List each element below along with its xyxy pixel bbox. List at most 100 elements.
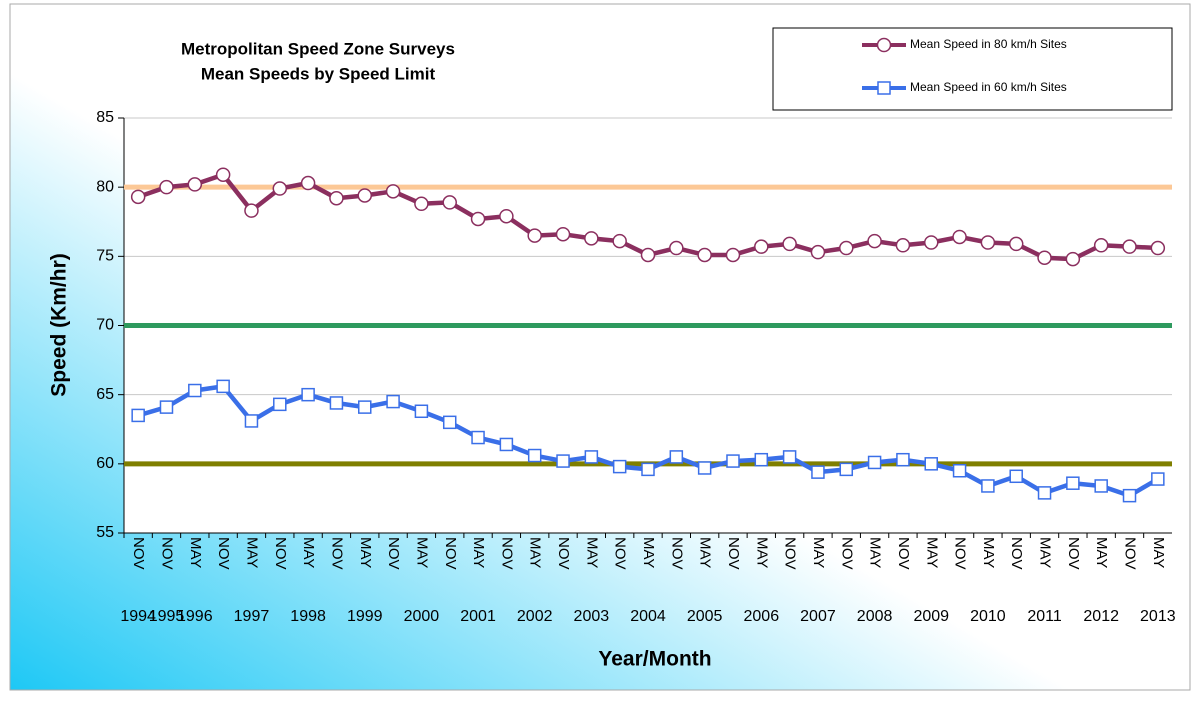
marker xyxy=(131,408,145,423)
x-tick-label: MAY xyxy=(923,537,940,568)
y-tick-label: 55 xyxy=(96,524,114,541)
marker xyxy=(358,400,372,414)
x-tick-label: NOV xyxy=(130,537,147,570)
x-tick-label: NOV xyxy=(668,537,685,570)
marker xyxy=(980,235,996,250)
marker xyxy=(810,244,826,260)
marker xyxy=(1122,239,1137,254)
marker xyxy=(640,247,656,263)
marker xyxy=(1009,469,1023,484)
year-label: 2003 xyxy=(574,608,610,625)
marker xyxy=(527,228,542,243)
x-tick-label: NOV xyxy=(782,537,799,570)
year-label: 2007 xyxy=(800,608,836,625)
legend xyxy=(772,27,1173,111)
marker xyxy=(867,455,882,470)
year-label: 2010 xyxy=(970,608,1006,625)
year-label: 1995 xyxy=(149,608,185,625)
year-label: 2004 xyxy=(630,608,666,625)
x-tick-label: NOV xyxy=(442,537,459,570)
year-label: 1994 xyxy=(120,608,156,625)
year-label: 2013 xyxy=(1140,608,1176,625)
marker xyxy=(556,454,570,468)
x-tick-label: MAY xyxy=(527,537,544,568)
marker xyxy=(1065,251,1081,267)
marker xyxy=(697,247,712,263)
x-tick-label: MAY xyxy=(810,537,827,568)
x-tick-label: NOV xyxy=(952,537,969,570)
marker xyxy=(1122,488,1137,503)
y-axis-label: Speed (Km/hr) xyxy=(48,253,71,397)
year-label: 1999 xyxy=(347,608,383,625)
year-label: 1997 xyxy=(234,608,270,625)
y-tick-label: 80 xyxy=(96,178,114,195)
marker xyxy=(754,452,769,467)
x-tick-label: MAY xyxy=(413,537,430,568)
marker xyxy=(442,415,457,430)
marker xyxy=(1037,250,1052,265)
year-label: 2008 xyxy=(857,608,893,625)
legend-marker xyxy=(877,81,891,95)
y-tick-label: 75 xyxy=(96,248,114,265)
x-tick-label: MAY xyxy=(187,537,204,568)
y-tick-label: 85 xyxy=(96,109,114,126)
x-tick-label: NOV xyxy=(725,537,742,570)
marker xyxy=(726,454,740,468)
marker xyxy=(188,383,202,398)
x-tick-label: MAY xyxy=(697,537,714,568)
x-tick-label: MAY xyxy=(980,537,997,568)
legend-label: Mean Speed in 80 km/h Sites xyxy=(910,37,1067,51)
marker xyxy=(754,239,769,254)
marker xyxy=(159,179,174,195)
marker xyxy=(839,462,854,477)
marker xyxy=(782,450,797,464)
chart-title: Metropolitan Speed Zone Surveys xyxy=(181,39,455,58)
marker xyxy=(923,235,939,250)
x-tick-label: MAY xyxy=(583,537,600,568)
marker xyxy=(1094,479,1108,493)
marker xyxy=(867,233,882,249)
year-label: 2011 xyxy=(1027,608,1062,625)
marker xyxy=(471,430,485,445)
y-tick-label: 60 xyxy=(96,455,114,472)
marker xyxy=(641,462,655,477)
marker xyxy=(244,414,259,428)
x-tick-label: MAY xyxy=(640,537,657,568)
marker xyxy=(159,400,174,414)
marker xyxy=(811,465,825,479)
marker xyxy=(442,195,457,210)
marker xyxy=(499,437,514,452)
x-tick-label: NOV xyxy=(1122,537,1139,570)
year-label: 1996 xyxy=(177,608,213,625)
x-tick-label: MAY xyxy=(357,537,374,568)
marker xyxy=(782,236,797,252)
marker xyxy=(612,233,627,249)
marker xyxy=(669,240,684,256)
marker xyxy=(357,188,373,203)
marker xyxy=(952,464,967,478)
marker xyxy=(1066,476,1080,490)
x-tick-label: NOV xyxy=(1008,537,1025,570)
marker xyxy=(1093,238,1109,253)
marker xyxy=(981,479,995,493)
x-tick-label: NOV xyxy=(272,537,289,570)
marker xyxy=(924,457,938,471)
marker xyxy=(612,459,627,474)
marker xyxy=(414,196,429,212)
x-tick-label: MAY xyxy=(243,537,260,568)
marker xyxy=(555,226,571,242)
marker xyxy=(329,396,344,410)
marker xyxy=(896,452,910,467)
year-label: 2002 xyxy=(517,608,553,625)
marker xyxy=(669,450,684,464)
x-tick-label: NOV xyxy=(1065,537,1082,570)
marker xyxy=(839,240,854,256)
legend-label: Mean Speed in 60 km/h Sites xyxy=(910,80,1067,94)
x-tick-label: MAY xyxy=(300,537,317,568)
marker xyxy=(300,175,316,191)
year-label: 2009 xyxy=(913,608,949,625)
marker xyxy=(584,450,599,464)
marker xyxy=(272,181,288,196)
marker xyxy=(329,190,344,206)
